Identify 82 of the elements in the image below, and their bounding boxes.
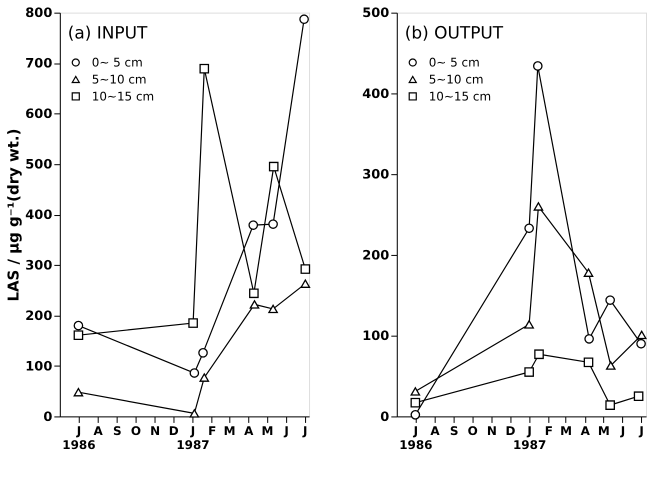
x-tick-label: A bbox=[430, 424, 440, 438]
point bbox=[584, 358, 594, 368]
y-tick-label: 500 bbox=[25, 158, 52, 173]
x-tick-label: F bbox=[544, 424, 553, 438]
text: (b) OUTPUT bbox=[404, 22, 504, 43]
x-tick-label: J bbox=[302, 424, 308, 438]
point bbox=[249, 288, 259, 298]
y-tick-label: 0 bbox=[380, 410, 390, 425]
y-axis-title: LAS / μg g⁻¹(dry wt.) bbox=[4, 128, 22, 302]
x-tick-label: J bbox=[283, 424, 289, 438]
y-tick-label: 800 bbox=[25, 6, 52, 22]
y-tick-label: 400 bbox=[25, 208, 52, 224]
point bbox=[268, 162, 279, 172]
point bbox=[250, 300, 260, 309]
point bbox=[634, 391, 644, 402]
point bbox=[268, 304, 278, 314]
point bbox=[190, 409, 200, 418]
point bbox=[524, 223, 534, 234]
legend-label: 10~15 cm bbox=[428, 89, 492, 104]
x-tick-label: M bbox=[560, 424, 572, 438]
point bbox=[299, 14, 309, 24]
x-tick-label: M bbox=[261, 424, 274, 438]
legend-label: 5~10 cm bbox=[92, 72, 147, 86]
point bbox=[199, 64, 210, 74]
point bbox=[248, 220, 258, 230]
point bbox=[524, 367, 534, 377]
x-tick-label: O bbox=[130, 424, 142, 438]
y-tick-label: 500 bbox=[362, 6, 390, 22]
point bbox=[74, 320, 84, 330]
y-tick-label: 600 bbox=[25, 107, 52, 122]
point bbox=[188, 318, 198, 328]
legend-label: 5~10 cm bbox=[428, 72, 484, 86]
point bbox=[300, 279, 310, 288]
x-tick-label: F bbox=[208, 424, 216, 438]
x-tick-label: N bbox=[486, 424, 497, 438]
point bbox=[605, 400, 615, 410]
x-tick-label: M bbox=[598, 424, 610, 438]
point bbox=[198, 348, 208, 358]
y-tick-label: 100 bbox=[362, 329, 390, 344]
point bbox=[524, 320, 534, 329]
point bbox=[410, 387, 420, 396]
x-tick-label: J bbox=[620, 424, 626, 438]
y-tick-label: 700 bbox=[25, 56, 52, 72]
x-tick-label: A bbox=[244, 424, 254, 438]
point bbox=[199, 373, 210, 382]
x-tick-label: D bbox=[168, 424, 179, 438]
y-tick-label: 200 bbox=[25, 308, 52, 324]
point bbox=[190, 368, 200, 378]
point bbox=[410, 410, 420, 420]
point bbox=[410, 398, 420, 408]
x-tick-label: A bbox=[94, 424, 104, 438]
point bbox=[605, 295, 615, 305]
x-tick-label: O bbox=[468, 424, 478, 438]
x-tick-label: S bbox=[450, 424, 458, 438]
point bbox=[74, 388, 84, 396]
point bbox=[636, 330, 647, 340]
point bbox=[268, 219, 278, 229]
point bbox=[584, 334, 594, 344]
legend-label: 0~ 5 cm bbox=[428, 55, 480, 70]
x-tick-label: D bbox=[505, 424, 516, 438]
x-tick-label: N bbox=[150, 424, 160, 438]
x-tick-label: A bbox=[580, 424, 591, 438]
point bbox=[534, 202, 544, 211]
point bbox=[300, 264, 310, 274]
y-tick-label: 400 bbox=[362, 86, 390, 102]
point bbox=[534, 349, 544, 360]
x-tick-label: J bbox=[638, 424, 644, 438]
y-tick-label: 100 bbox=[25, 359, 52, 374]
x-tick-label: S bbox=[113, 424, 122, 438]
point bbox=[532, 61, 543, 71]
y-tick-label: 200 bbox=[362, 248, 390, 264]
x-tick-label: M bbox=[224, 424, 236, 438]
legend-label: 10~15 cm bbox=[92, 89, 154, 104]
y-tick-label: 0 bbox=[43, 410, 52, 425]
point bbox=[584, 268, 594, 277]
point bbox=[636, 338, 646, 349]
point bbox=[74, 330, 84, 340]
text: (a) INPUT bbox=[68, 22, 148, 43]
y-tick-label: 300 bbox=[25, 258, 52, 274]
point bbox=[606, 361, 616, 370]
legend-label: 0~ 5 cm bbox=[92, 55, 143, 70]
y-tick-label: 300 bbox=[362, 168, 390, 183]
